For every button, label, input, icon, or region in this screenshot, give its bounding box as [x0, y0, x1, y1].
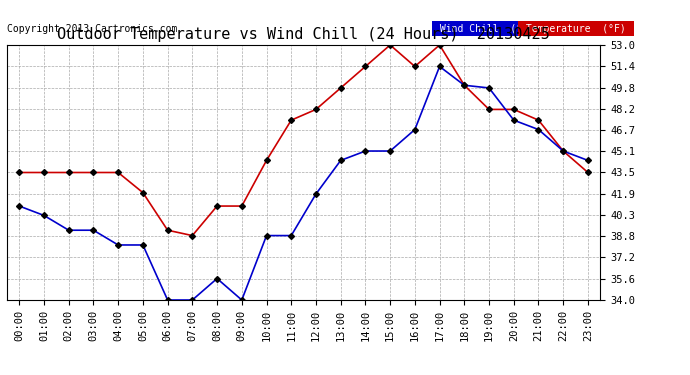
Title: Outdoor Temperature vs Wind Chill (24 Hours)  20130425: Outdoor Temperature vs Wind Chill (24 Ho…: [57, 27, 550, 42]
Text: Wind Chill  (°F): Wind Chill (°F): [434, 24, 540, 33]
Text: Copyright 2013 Cartronics.com: Copyright 2013 Cartronics.com: [7, 24, 177, 33]
Text: Temperature  (°F): Temperature (°F): [520, 24, 632, 33]
